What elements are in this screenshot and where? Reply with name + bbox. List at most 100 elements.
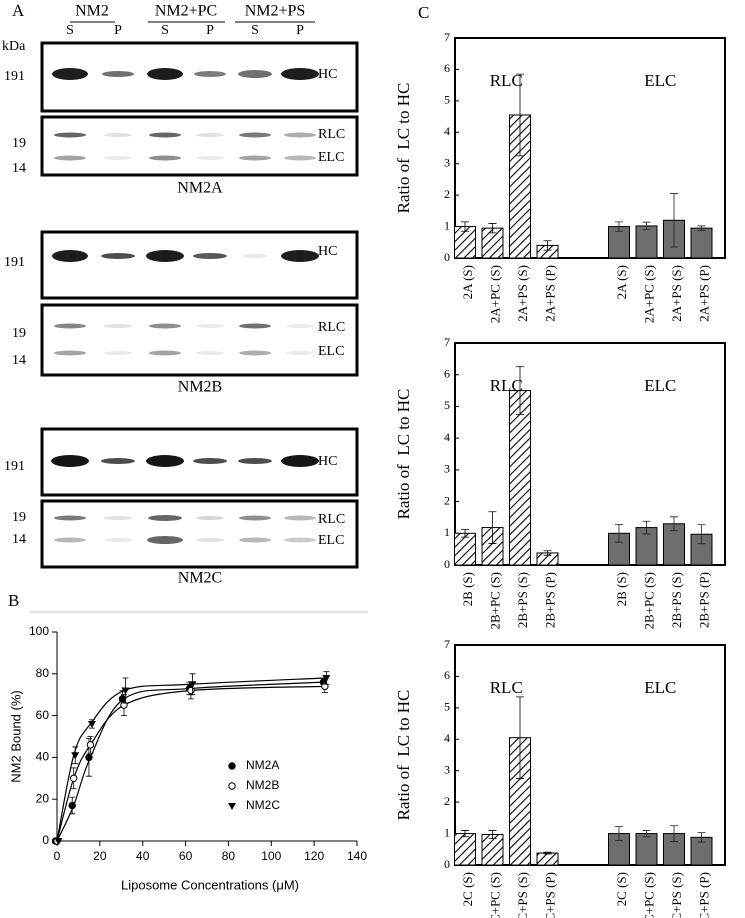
plot-frame bbox=[454, 644, 726, 866]
y-axis-label: NM2 Bound (%) bbox=[8, 690, 23, 782]
band-label: RLC bbox=[318, 512, 345, 527]
x-tick-label: 2B+PS (S) bbox=[515, 572, 530, 628]
x-tick-label: 80 bbox=[222, 849, 236, 863]
marker-label: 19 bbox=[12, 510, 26, 525]
marker-label: 19 bbox=[12, 136, 26, 151]
error-bar bbox=[642, 830, 651, 838]
data-point bbox=[187, 686, 195, 695]
y-tick-label: 80 bbox=[36, 666, 50, 680]
y-tick-label: 4 bbox=[444, 430, 450, 444]
blot-name: NM2A bbox=[177, 180, 223, 197]
x-tick-label: 2A+PC (S) bbox=[487, 265, 502, 323]
y-tick-label: 5 bbox=[444, 700, 450, 714]
x-tick-label: 2A+PS (P) bbox=[542, 265, 557, 322]
band-label: HC bbox=[318, 454, 337, 469]
lane-label: S bbox=[66, 23, 74, 38]
data-point bbox=[71, 752, 80, 760]
error-bar bbox=[670, 825, 678, 842]
bar bbox=[509, 390, 531, 566]
lane-label: P bbox=[296, 23, 304, 38]
x-tick-label: 40 bbox=[136, 849, 150, 863]
band-label: ELC bbox=[318, 533, 344, 548]
blot-frame bbox=[40, 230, 359, 300]
blot-frame bbox=[40, 115, 359, 177]
y-tick-label: 3 bbox=[444, 762, 450, 776]
error-bar bbox=[488, 511, 497, 544]
band-label: RLC bbox=[318, 320, 345, 335]
data-point bbox=[70, 774, 78, 782]
data-point bbox=[118, 695, 127, 703]
bar bbox=[690, 227, 713, 259]
x-tick-label: 2B (S) bbox=[614, 572, 629, 606]
x-axis-label: Liposome Concentrations (μM) bbox=[121, 877, 299, 892]
unit-label: kDa bbox=[2, 39, 26, 54]
lane-label: P bbox=[114, 23, 122, 38]
x-tick-label: 2B+PC (S) bbox=[641, 572, 656, 630]
x-tick-label: 2C+PS (P) bbox=[696, 872, 711, 918]
group-label: ELC bbox=[644, 376, 676, 395]
y-tick-label: 60 bbox=[36, 708, 50, 722]
error-bar bbox=[543, 550, 552, 556]
error-bar bbox=[516, 696, 524, 779]
group-label: RLC bbox=[490, 678, 523, 697]
x-tick-label: 100 bbox=[261, 849, 281, 863]
y-tick-label: 7 bbox=[444, 335, 450, 349]
error-bar bbox=[543, 240, 552, 251]
x-tick-label: 2C+PS (S) bbox=[669, 872, 684, 918]
error-bar bbox=[461, 221, 469, 232]
y-tick-label: 0 bbox=[444, 250, 450, 264]
legend-marker bbox=[228, 762, 236, 770]
blot-name: NM2C bbox=[178, 570, 222, 587]
marker-label: 19 bbox=[12, 326, 26, 341]
panel-label: A bbox=[12, 1, 25, 20]
x-tick-label: 20 bbox=[93, 849, 107, 863]
x-tick-label: 2A (S) bbox=[460, 265, 475, 299]
error-bar bbox=[670, 516, 678, 532]
y-tick-label: 1 bbox=[444, 525, 450, 539]
marker-label: 191 bbox=[4, 459, 25, 474]
error-bar bbox=[543, 851, 552, 855]
error-bar bbox=[488, 830, 497, 839]
y-tick-label: 6 bbox=[444, 668, 450, 682]
band-label: HC bbox=[318, 67, 337, 82]
band-label: ELC bbox=[318, 150, 344, 165]
y-tick-label: 3 bbox=[444, 155, 450, 169]
y-tick-label: 2 bbox=[444, 794, 450, 808]
error-bar bbox=[615, 221, 623, 232]
y-tick-label: 7 bbox=[444, 637, 450, 651]
panel-label: C bbox=[418, 3, 429, 22]
y-tick-label: 5 bbox=[444, 398, 450, 412]
bar bbox=[481, 834, 504, 866]
marker-label: 191 bbox=[4, 255, 25, 270]
fit-curve bbox=[56, 681, 325, 842]
data-point bbox=[87, 720, 96, 728]
y-tick-label: 1 bbox=[444, 218, 450, 232]
lane-label: S bbox=[161, 23, 169, 38]
legend-label: NM2B bbox=[246, 778, 279, 792]
error-bar bbox=[516, 366, 524, 415]
error-bar bbox=[461, 529, 469, 538]
y-tick-label: 0 bbox=[444, 857, 450, 871]
legend-marker bbox=[228, 803, 236, 810]
error-bar bbox=[697, 524, 706, 545]
y-axis-label: Ratio of LC to HC bbox=[394, 389, 413, 520]
group-label: ELC bbox=[644, 678, 676, 697]
band-label: HC bbox=[318, 244, 337, 259]
x-tick-label: 2C (S) bbox=[614, 872, 629, 906]
y-tick-label: 20 bbox=[36, 791, 50, 805]
data-point bbox=[54, 838, 63, 845]
y-tick-label: 5 bbox=[444, 93, 450, 107]
band-label: ELC bbox=[318, 344, 344, 359]
group-label: NM2+PS bbox=[245, 3, 306, 20]
data-point bbox=[321, 682, 329, 691]
y-tick-label: 6 bbox=[444, 366, 450, 380]
bar bbox=[635, 833, 658, 866]
marker-label: 14 bbox=[12, 353, 26, 368]
bar bbox=[536, 852, 559, 866]
error-bar bbox=[461, 830, 469, 838]
fit-curve bbox=[56, 685, 325, 842]
data-point bbox=[68, 801, 76, 810]
plot-frame bbox=[454, 342, 726, 566]
x-tick-label: 2B+PS (S) bbox=[669, 572, 684, 628]
x-tick-label: 2C+PS (P) bbox=[542, 872, 557, 918]
